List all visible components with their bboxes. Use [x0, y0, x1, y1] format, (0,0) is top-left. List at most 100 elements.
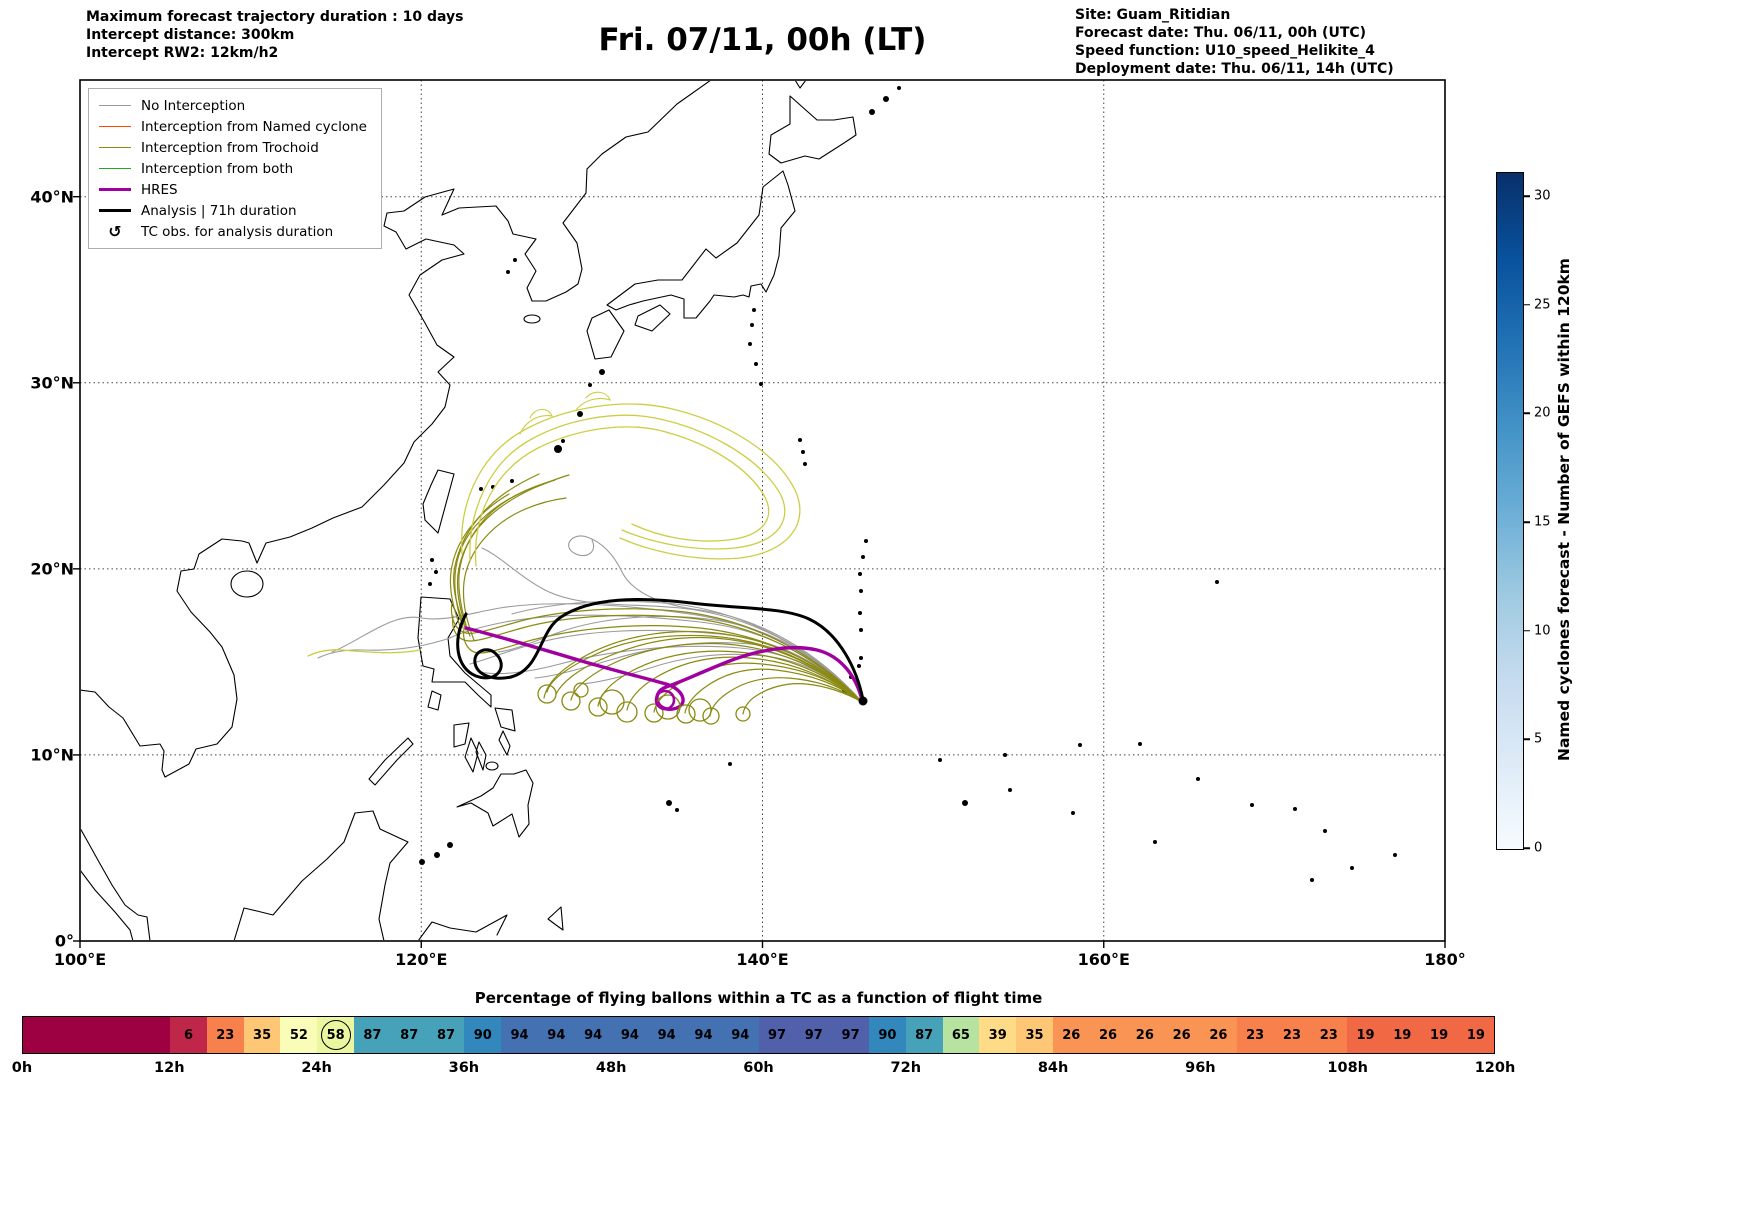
- max-duration-text: Maximum forecast trajectory duration : 1…: [86, 9, 464, 25]
- trajectory-black: [456, 598, 865, 702]
- site-text: Site: Guam_Ritidian: [1075, 7, 1231, 23]
- colorbar-tick-label: 30: [1534, 188, 1551, 204]
- hres-line-swatch: [99, 188, 131, 191]
- colorbar-tick: [1524, 303, 1530, 306]
- trajectory-magenta: [464, 626, 864, 711]
- trajectory-yellow: [460, 403, 801, 560]
- loop-marker-olive: [588, 697, 608, 717]
- x-axis-label: 160°E: [1077, 950, 1130, 969]
- trajectory-yellow: [575, 391, 611, 411]
- colorbar-tick: [1524, 847, 1530, 849]
- timeline-cell-29: 26: [1089, 1017, 1127, 1053]
- trajectory-olive: [570, 642, 863, 703]
- coastline-sulawesi: [418, 914, 508, 940]
- legend-item-analysis: Analysis | 71h duration: [99, 200, 367, 221]
- colorbar-label: Named cyclones forecast - Number of GEFS…: [1555, 258, 1573, 762]
- coastline-leyte: [498, 730, 511, 756]
- trajectory-olive: [458, 474, 570, 633]
- loop-marker-black: [858, 696, 868, 706]
- timeline-tick-label: 36h: [448, 1060, 480, 1076]
- trajectory-olive: [453, 473, 540, 631]
- loop-marker-olive: [655, 694, 681, 720]
- timeline-cell-6: 35: [243, 1017, 281, 1053]
- colorbar-tick-label: 5: [1534, 731, 1543, 747]
- trajectory-gray: [449, 614, 863, 703]
- timeline-cell-9: 87: [354, 1017, 391, 1053]
- timeline-cell-37: 19: [1383, 1017, 1421, 1053]
- loop-marker-olive: [616, 701, 638, 723]
- timeline-cell-10: 87: [390, 1017, 428, 1053]
- timeline-tick-label: 48h: [595, 1060, 627, 1076]
- timeline-title: Percentage of flying ballons within a TC…: [474, 989, 1043, 1007]
- page-title: Fri. 07/11, 00h (LT): [598, 22, 927, 58]
- coastline-borneo: [233, 810, 409, 940]
- timeline-cell-17: 94: [648, 1017, 686, 1053]
- timeline-cell-13: 94: [501, 1017, 538, 1053]
- coastline-hokkaido: [768, 95, 857, 164]
- coastline-cebu: [475, 741, 487, 771]
- loop-marker-olive: [537, 684, 557, 704]
- trajectory-gray: [317, 637, 451, 659]
- y-axis-label: 40°N: [30, 187, 74, 207]
- tc-obs-icon: ↺: [108, 222, 122, 241]
- intercept-rw2-text: Intercept RW2: 12km/h2: [86, 45, 279, 61]
- timeline-cell-23: 90: [868, 1017, 906, 1053]
- coastline-palawan: [368, 737, 414, 786]
- trajectory-yellow: [519, 408, 553, 435]
- trajectory-olive: [709, 677, 863, 717]
- axis-ticks: [73, 195, 1446, 948]
- timeline-cell-39: 19: [1457, 1017, 1495, 1053]
- timeline-cell-38: 19: [1420, 1017, 1458, 1053]
- timeline-cell-27: 35: [1016, 1017, 1053, 1053]
- legend-label: TC obs. for analysis duration: [141, 223, 334, 240]
- legend-item-interception-both: Interception from both: [99, 158, 367, 179]
- loop-marker-olive: [561, 691, 581, 711]
- legend-item-hres: HRES: [99, 179, 367, 200]
- legend-label: Analysis | 71h duration: [141, 202, 297, 219]
- timeline-cell-14: 94: [537, 1017, 575, 1053]
- timeline-tick-label: 84h: [1037, 1060, 1069, 1076]
- timeline-cell-33: 23: [1236, 1017, 1274, 1053]
- timeline-tick-label: 60h: [743, 1060, 774, 1076]
- trajectory-olive: [684, 668, 863, 714]
- colorbar-tick: [1524, 521, 1530, 523]
- timeline-cell-30: 26: [1126, 1017, 1164, 1053]
- analysis-line-swatch: [99, 209, 131, 212]
- colorbar-tick-label: 20: [1534, 405, 1551, 421]
- timeline-cell-26: 39: [979, 1017, 1017, 1053]
- loop-marker-olive: [644, 703, 664, 723]
- timeline-cell-34: 23: [1273, 1017, 1311, 1053]
- legend-label: No Interception: [141, 97, 246, 114]
- coastline-mindoro: [427, 690, 442, 711]
- colorbar-tick: [1524, 629, 1530, 632]
- coastline-sumatra: [81, 870, 134, 940]
- y-axis-label: 30°N: [30, 373, 74, 393]
- coastline-honshu: [606, 170, 796, 319]
- loop-marker-olive: [573, 682, 589, 698]
- trajectory-olive: [597, 650, 863, 707]
- legend-item-no-interception: No Interception: [99, 95, 367, 116]
- colorbar: [1496, 172, 1524, 850]
- legend-item-tc-obs: ↺ TC obs. for analysis duration: [99, 221, 367, 242]
- x-axis-label: 140°E: [736, 950, 789, 969]
- coastline-mindanao: [456, 769, 534, 838]
- trajectory-olive: [626, 656, 863, 711]
- timeline-cell-2: [96, 1017, 134, 1053]
- legend-label: HRES: [141, 181, 178, 198]
- trajectory-layer: [307, 391, 865, 717]
- coastline-taiwan: [422, 469, 455, 534]
- forecast-date-text: Forecast date: Thu. 06/11, 00h (UTC): [1075, 25, 1367, 41]
- trajectory-gray: [581, 653, 863, 703]
- y-axis-label: 0°: [54, 931, 74, 951]
- deployment-date-text: Deployment date: Thu. 06/11, 14h (UTC): [1075, 61, 1394, 77]
- timeline-tick-label: 72h: [890, 1060, 922, 1076]
- map-legend: No Interception Interception from Named c…: [88, 88, 382, 249]
- timeline-cell-19: 94: [721, 1017, 759, 1053]
- trajectory-gray: [568, 535, 863, 703]
- timeline-cell-5: 23: [206, 1017, 244, 1053]
- colorbar-tick: [1524, 412, 1530, 415]
- legend-items: No Interception Interception from Named c…: [99, 95, 367, 242]
- colorbar-tick-label: 15: [1534, 514, 1551, 530]
